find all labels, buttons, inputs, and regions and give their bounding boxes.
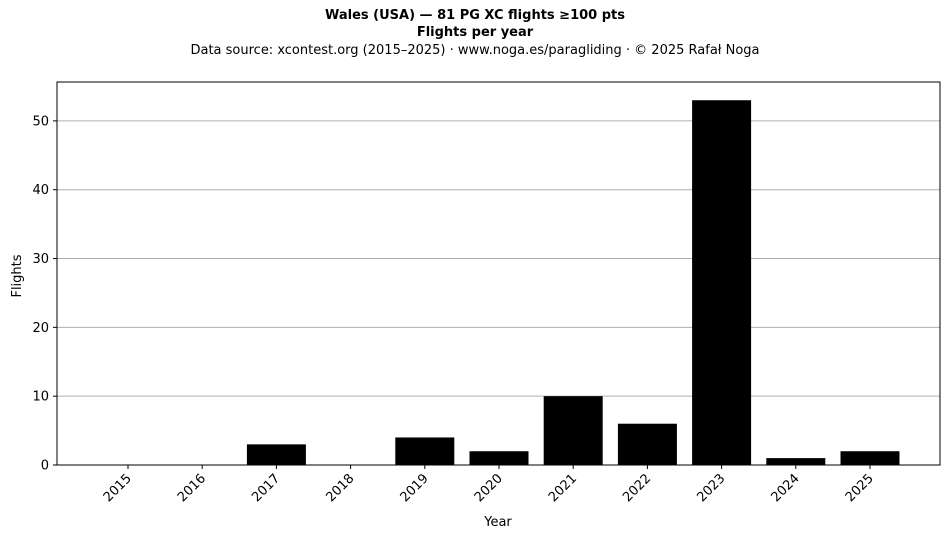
x-tick-label: 2023	[694, 471, 728, 505]
y-tick-label: 10	[32, 390, 49, 405]
y-tick-label: 50	[32, 114, 49, 129]
bar-2019	[395, 437, 455, 465]
chart-source-line: Data source: xcontest.org (2015–2025) · …	[190, 43, 760, 58]
x-axis-label: Year	[483, 515, 512, 530]
x-tick-label: 2015	[101, 471, 135, 505]
plot-frame	[56, 81, 941, 466]
x-tick-label: 2017	[249, 471, 283, 505]
bar-2025	[840, 451, 900, 465]
bar-2022	[617, 423, 677, 465]
bar-2021	[543, 396, 603, 465]
x-tick-label: 2019	[398, 471, 432, 505]
bar-2024	[766, 458, 826, 465]
chart-title: Wales (USA) — 81 PG XC flights ≥100 pts	[324, 8, 625, 23]
bars	[246, 100, 900, 465]
y-axis-label: Flights	[10, 254, 25, 297]
x-tick-label: 2018	[323, 471, 357, 505]
bar-2017	[246, 444, 306, 465]
x-tick-label: 2021	[546, 471, 580, 505]
x-tick-label: 2025	[843, 471, 877, 505]
bar-2023	[692, 100, 752, 465]
y-tick-label: 30	[32, 252, 49, 267]
x-tick-label: 2020	[472, 471, 506, 505]
y-tick-label: 40	[32, 183, 49, 198]
y-tick-label: 0	[41, 459, 49, 474]
chart-subtitle: Flights per year	[416, 25, 534, 40]
gridlines	[57, 120, 940, 466]
y-tick-label: 20	[32, 321, 49, 336]
x-tick-label: 2016	[175, 471, 209, 505]
y-axis: 0 10 20 30 40 50	[32, 114, 57, 474]
bar-2020	[469, 451, 529, 465]
x-tick-label: 2024	[769, 471, 803, 505]
x-tick-label: 2022	[620, 471, 654, 505]
x-axis: 2015 2016 2017 2018 2019 2020 2021 2022 2023 2024…	[101, 465, 877, 505]
